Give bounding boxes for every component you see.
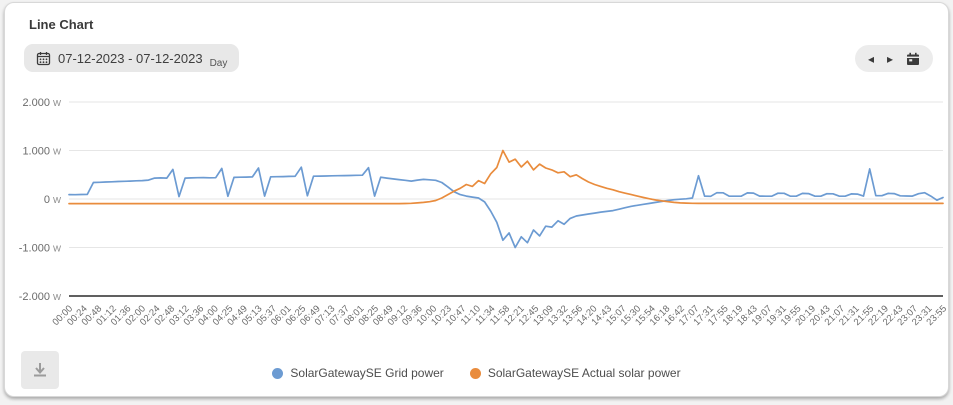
legend-label: SolarGatewaySE Actual solar power: [487, 366, 681, 380]
date-range-button[interactable]: 07-12-2023 - 07-12-2023 Day: [24, 44, 240, 72]
y-axis-tick-label: -1.000 W: [19, 243, 61, 255]
legend-item[interactable]: SolarGatewaySE Actual solar power: [469, 366, 681, 380]
line-chart[interactable]: 2.000 W1.000 W0 W-1.000 W-2.000 W00:0000:2400…: [5, 91, 952, 343]
y-axis-tick-label: -2.000 W: [19, 291, 61, 303]
download-icon: [31, 361, 49, 379]
series-line: [68, 149, 944, 205]
series-line: [68, 166, 944, 249]
chevron-right-icon[interactable]: ▸: [886, 51, 893, 66]
y-axis-tick-label: 1.000 W: [22, 146, 61, 158]
date-range-label: 07-12-2023 - 07-12-2023: [58, 50, 203, 66]
chevron-left-icon[interactable]: ◂: [867, 51, 874, 66]
page-title: Line Chart: [29, 17, 94, 32]
legend-item[interactable]: SolarGatewaySE Grid power: [272, 366, 444, 380]
legend: SolarGatewaySE Grid power SolarGatewaySE …: [5, 363, 948, 383]
calendar-picker-icon[interactable]: [906, 52, 920, 66]
calendar-icon: [36, 51, 51, 66]
legend-label: SolarGatewaySE Grid power: [290, 366, 444, 380]
line-chart-card: Line Chart 07-12-2023 - 07-12-2023 Day ◂…: [4, 2, 949, 397]
y-axis-tick-label: 2.000 W: [22, 97, 61, 109]
date-nav-controls: ◂ ▸: [854, 45, 933, 72]
download-button[interactable]: [21, 351, 59, 389]
legend-dot-icon: [272, 367, 284, 379]
legend-dot-icon: [469, 367, 481, 379]
period-label: Day: [209, 58, 228, 69]
